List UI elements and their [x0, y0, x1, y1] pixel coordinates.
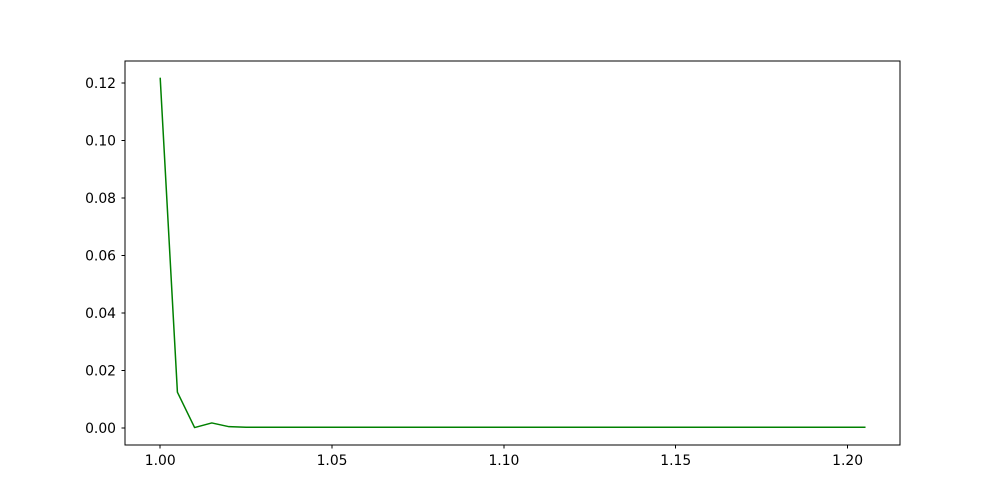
y-tick-label: 0.08 [85, 191, 116, 207]
y-tick-label: 0.10 [85, 134, 116, 150]
y-tick-label: 0.04 [85, 306, 116, 322]
y-tick-label: 0.12 [85, 76, 116, 92]
x-tick-label: 1.00 [145, 453, 176, 469]
data-line-green-line [159, 77, 866, 429]
x-tick-label: 1.10 [488, 453, 519, 469]
axes-spines [124, 60, 901, 446]
x-tick-label: 1.05 [317, 453, 348, 469]
y-tick-label: 0.02 [85, 363, 116, 379]
y-tick-label: 0.00 [85, 421, 116, 437]
y-tick-label: 0.06 [85, 248, 116, 264]
x-tick-label: 1.20 [832, 453, 863, 469]
x-tick-label: 1.15 [660, 453, 691, 469]
